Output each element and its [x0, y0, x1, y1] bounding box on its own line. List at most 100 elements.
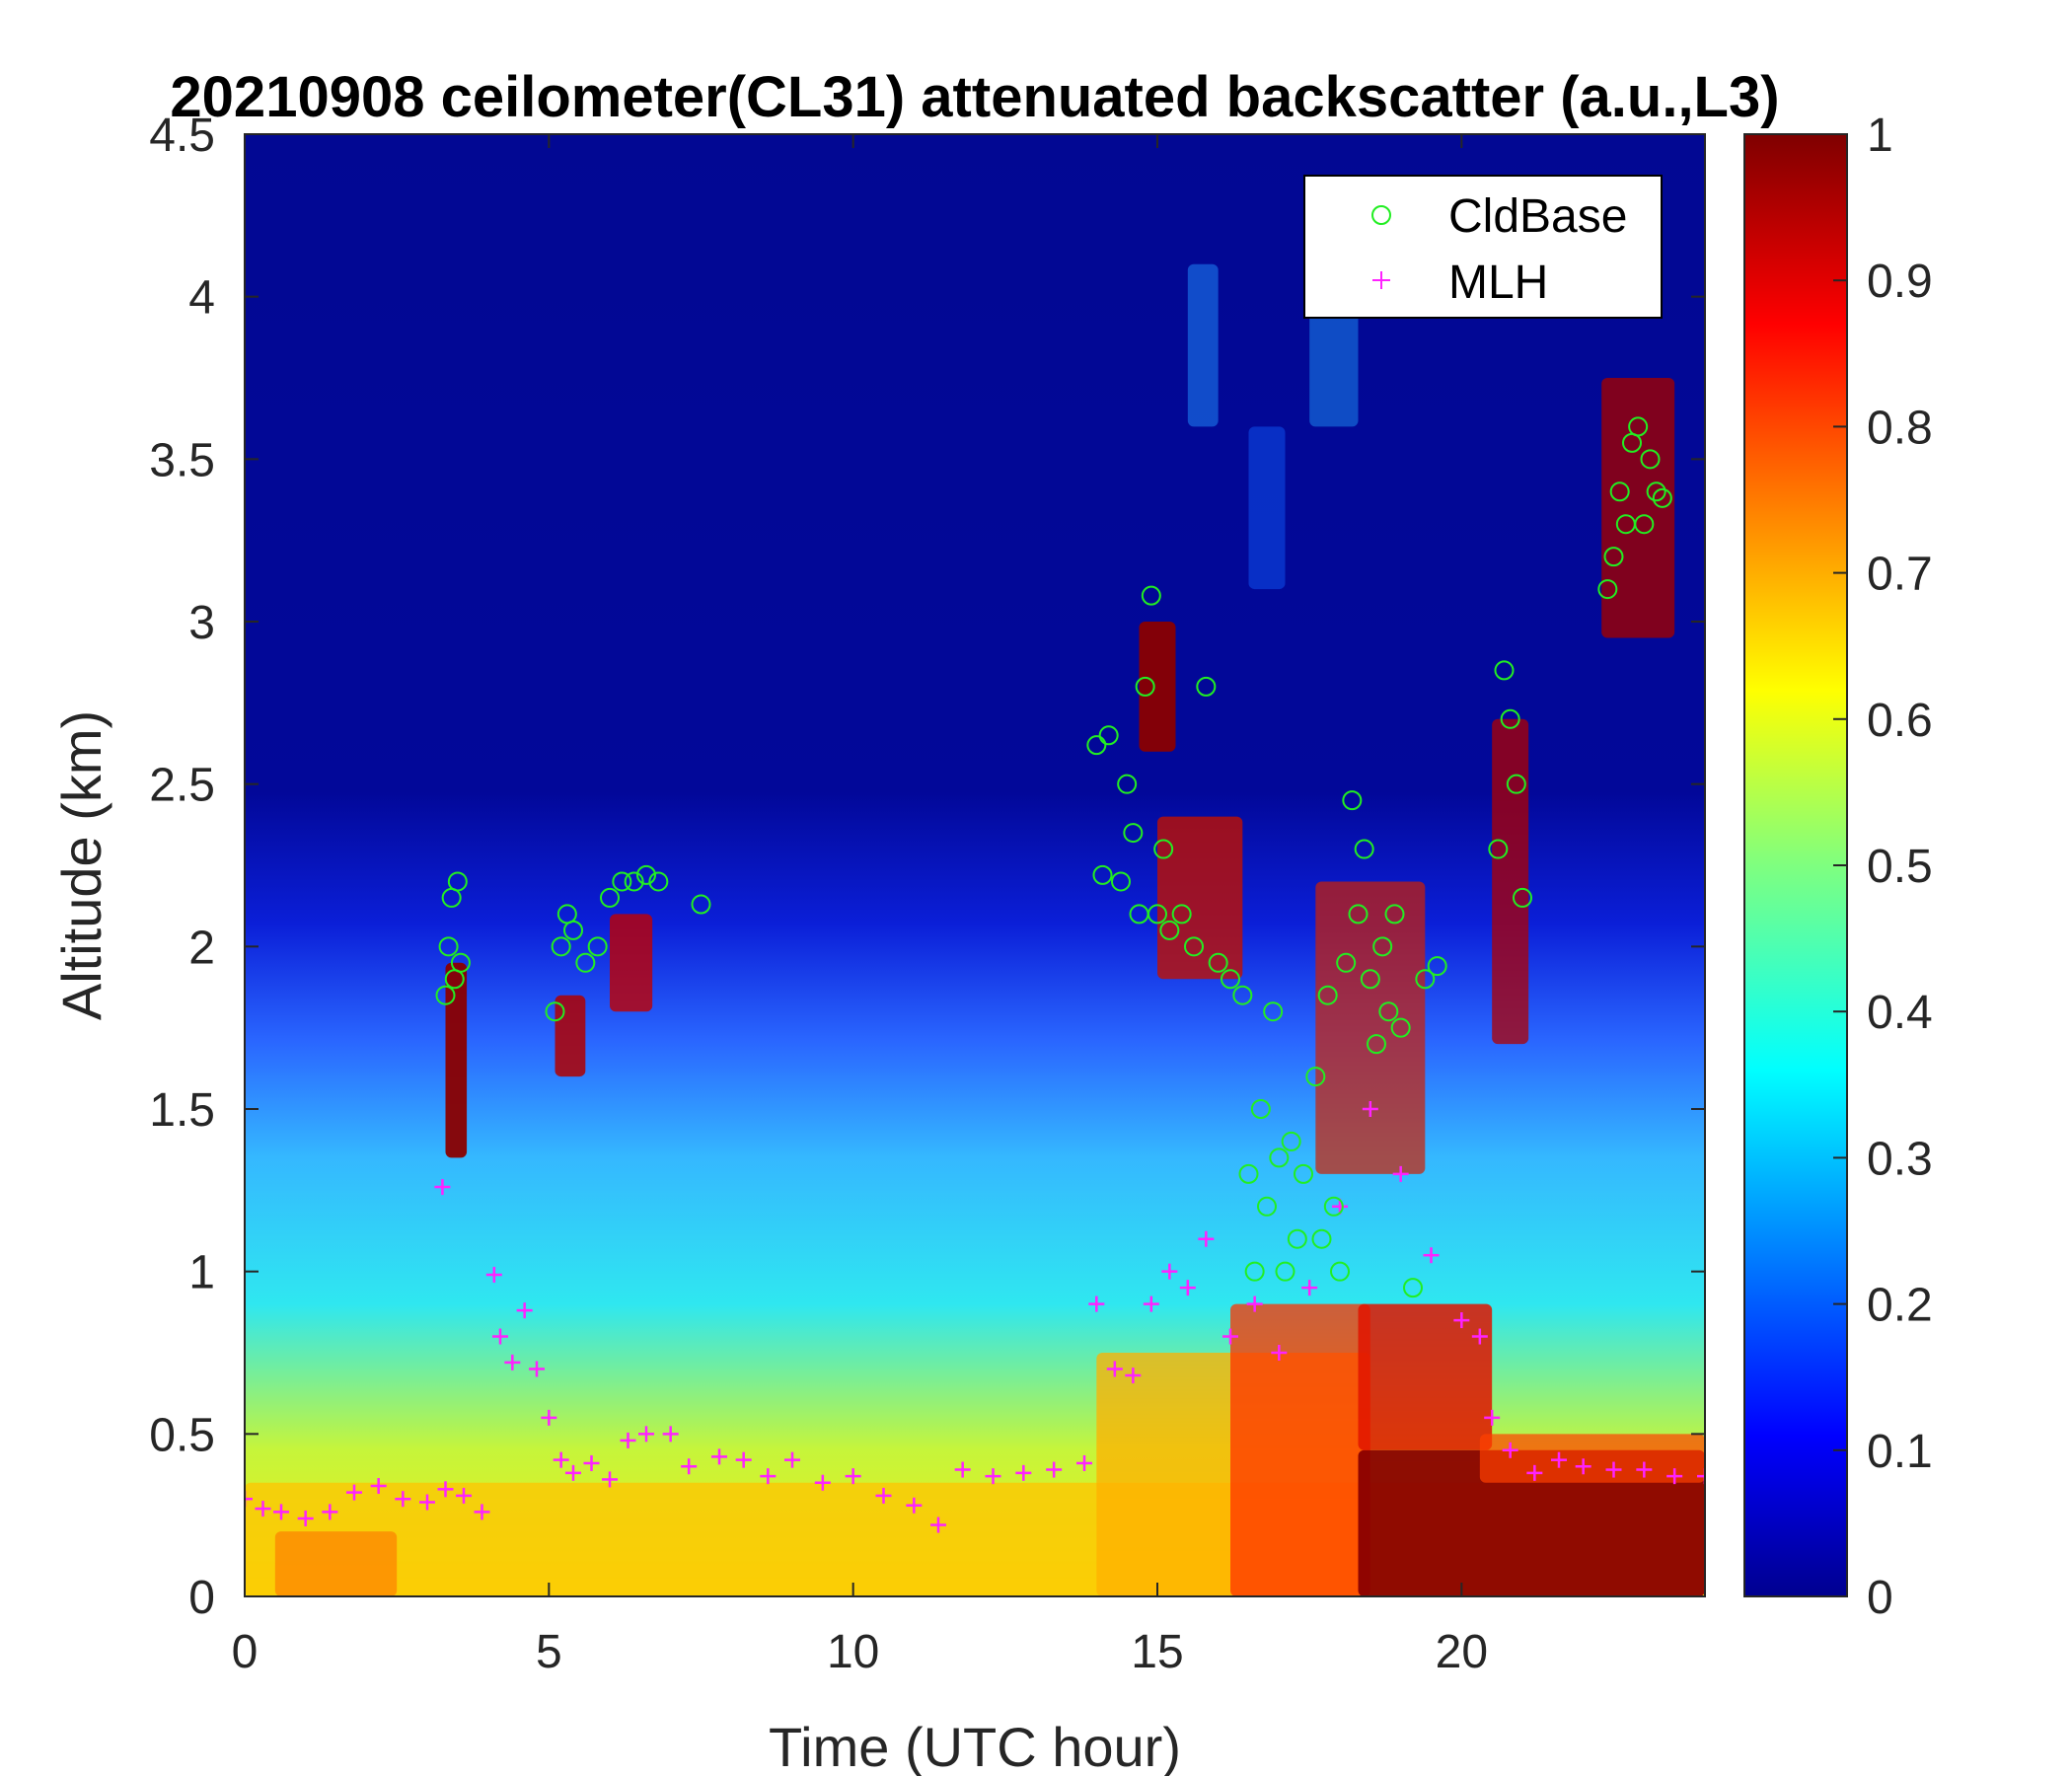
- colorbar-tick-label: 0.7: [1867, 549, 1933, 601]
- colorbar: 0 0.1 0.2 0.3 0.4 0.5 0.6 0.7 0.8 0.9 1: [1743, 110, 1933, 1624]
- x-tick-label: 5: [536, 1626, 562, 1678]
- mlh-point: [930, 1517, 946, 1533]
- mlh-point: [1046, 1461, 1063, 1478]
- mlh-point: [1125, 1368, 1142, 1384]
- mlh-point: [662, 1426, 679, 1443]
- colorbar-ticks: 0 0.1 0.2 0.3 0.4 0.5 0.6 0.7 0.8 0.9 1: [1833, 110, 1933, 1624]
- mlh-point: [602, 1471, 618, 1488]
- mlh-point: [273, 1504, 289, 1520]
- mlh-point: [1471, 1328, 1488, 1345]
- colorbar-tick-label: 0.8: [1867, 402, 1933, 454]
- cldbase-point: [1123, 823, 1144, 844]
- cldbase-point: [1311, 1228, 1332, 1249]
- colorbar-tick-label: 0.1: [1867, 1426, 1933, 1478]
- mlh-point: [504, 1354, 521, 1370]
- cldbase-point: [575, 952, 596, 973]
- cldbase-point: [447, 871, 468, 892]
- afternoon-aerosol-red: [1230, 1303, 1370, 1596]
- cldbase-point: [1354, 839, 1374, 859]
- cloud-core-5h: [555, 995, 586, 1077]
- mlh-point: [1222, 1328, 1238, 1345]
- x-tick-label: 0: [232, 1626, 259, 1678]
- colorbar-tick-label: 0.9: [1867, 256, 1933, 308]
- mlh-point: [1575, 1458, 1591, 1475]
- legend-cldbase-label: CldBase: [1448, 190, 1627, 243]
- cldbase-point: [1506, 774, 1526, 794]
- y-tick-label: 4.5: [149, 110, 215, 162]
- cldbase-point: [1367, 1034, 1386, 1055]
- cldbase-point: [1415, 969, 1436, 990]
- cldbase-point: [1238, 1163, 1259, 1184]
- heatmap-features: [245, 263, 1705, 1596]
- y-tick-label: 2.5: [149, 760, 215, 812]
- legend-box: [1303, 175, 1663, 319]
- cldbase-point: [1597, 579, 1618, 600]
- mlh-point: [474, 1504, 490, 1520]
- mlh-point: [529, 1361, 545, 1377]
- mlh-point: [985, 1468, 1001, 1485]
- cldbase-point: [1609, 481, 1630, 502]
- cldbase-point: [1232, 985, 1253, 1005]
- mlh-point: [954, 1461, 971, 1478]
- colorbar-tick-label: 0.4: [1867, 987, 1933, 1039]
- mlh-point: [784, 1451, 800, 1468]
- mlh-point: [1453, 1312, 1470, 1329]
- cldbase-point: [1494, 660, 1515, 681]
- mlh-point: [1246, 1295, 1263, 1312]
- cldbase-point: [1372, 936, 1393, 957]
- legend-mlh-marker: [1372, 271, 1390, 289]
- cldbase-point: [1244, 1261, 1265, 1282]
- cldbase-point: [563, 920, 583, 940]
- series-cldbase: [435, 416, 1672, 1298]
- cldbase-point: [1263, 1001, 1284, 1022]
- cldbase-point: [1336, 952, 1357, 973]
- cldbase-point: [1257, 1196, 1277, 1217]
- y-tick-label: 3.5: [149, 434, 215, 486]
- x-tick-label: 20: [1436, 1626, 1488, 1678]
- cldbase-point: [1141, 585, 1161, 606]
- cldbase-point: [1147, 904, 1167, 925]
- colorbar-tick-label: 0.6: [1867, 695, 1933, 747]
- legend: CldBase MLH: [1303, 175, 1663, 319]
- legend-mlh-label: MLH: [1448, 257, 1548, 309]
- mlh-point: [1301, 1280, 1318, 1296]
- series-layer: [245, 416, 1705, 1533]
- cldbase-point: [1360, 969, 1380, 990]
- cldbase-point: [1171, 904, 1192, 925]
- mlh-point: [583, 1454, 600, 1471]
- mlh-point: [1271, 1345, 1288, 1361]
- cldbase-point: [1117, 774, 1138, 794]
- cldbase-point: [1342, 790, 1363, 811]
- mlh-point: [875, 1487, 892, 1504]
- mlh-point: [1502, 1442, 1518, 1458]
- mlh-point: [346, 1484, 362, 1501]
- plot-frame: [244, 133, 1706, 1597]
- mlh-point: [1088, 1295, 1105, 1312]
- cldbase-point: [1378, 1001, 1399, 1022]
- cldbase-point: [1603, 547, 1624, 567]
- cldbase-point: [450, 952, 471, 973]
- cldbase-point: [1305, 1067, 1326, 1087]
- surface-layer-hot: [274, 1531, 398, 1596]
- y-tick-label: 2: [188, 922, 215, 974]
- cldbase-point: [1159, 920, 1180, 940]
- mlh-point: [760, 1468, 777, 1485]
- cldbase-point: [1184, 936, 1204, 957]
- y-axis: 0 0.5 1 1.5 2 2.5 3 3.5 4 4.5: [149, 110, 1705, 1624]
- y-tick-label: 3: [188, 597, 215, 649]
- y-tick-label: 0.5: [149, 1409, 215, 1461]
- cldbase-point: [600, 887, 620, 908]
- mlh-point: [370, 1478, 387, 1495]
- cldbase-point: [587, 936, 608, 957]
- mlh-point: [1362, 1101, 1378, 1117]
- mlh-point: [437, 1481, 454, 1498]
- mlh-point: [1179, 1280, 1196, 1296]
- cldbase-point: [1098, 725, 1119, 746]
- cldbase-point: [1250, 1099, 1271, 1119]
- cldbase-point: [1634, 514, 1655, 535]
- cldbase-point: [1269, 1147, 1290, 1168]
- cldbase-point: [691, 894, 711, 915]
- cloud-core-15h: [1139, 622, 1176, 752]
- cloud-core-16h: [1157, 816, 1243, 980]
